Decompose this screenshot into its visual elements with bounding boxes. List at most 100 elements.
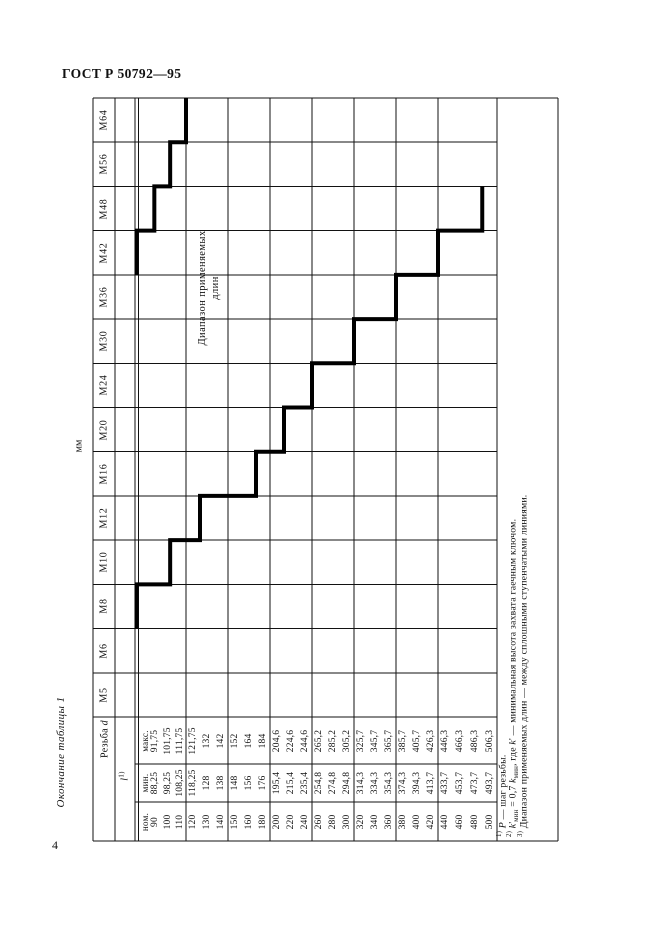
length-value-nom: 200: [272, 814, 282, 829]
length-value-max: 265,2: [314, 729, 324, 752]
length-value-nom: 500: [484, 814, 495, 829]
thread-size-label: М16: [98, 463, 110, 485]
length-value-max: 486,3: [469, 729, 480, 752]
length-value-nom: 280: [328, 814, 338, 829]
step-line-min-length: [134, 98, 188, 275]
length-value-min: 374,3: [398, 771, 408, 795]
length-subrow-label: мин.: [139, 773, 150, 793]
length-value-nom: 360: [384, 814, 394, 829]
length-value-min: 394,3: [412, 771, 422, 795]
range-of-lengths-label: Диапазон применяемых длин: [196, 230, 221, 346]
length-value-min: 176: [258, 775, 268, 791]
length-value-min: 334,3: [370, 771, 380, 795]
length-value-min: 314,3: [356, 771, 366, 795]
thread-size-label: М20: [98, 419, 110, 441]
length-value-nom: 340: [370, 814, 380, 829]
length-value-min: 294,8: [342, 771, 352, 795]
length-value-max: 325,7: [356, 729, 366, 752]
length-value-min: 413,7: [426, 771, 436, 795]
length-value-nom: 150: [230, 814, 240, 829]
length-value-max: 101,75: [162, 726, 173, 755]
thread-size-label: М6: [98, 643, 110, 659]
length-value-min: 148: [230, 775, 240, 791]
thread-size-label: М64: [98, 109, 110, 131]
length-column-header: l1): [116, 771, 131, 781]
length-value-nom: 320: [356, 814, 366, 829]
length-value-nom: 130: [202, 814, 212, 829]
length-value-nom: 220: [286, 814, 296, 829]
length-value-max: 111,75: [174, 727, 185, 754]
length-value-max: 466,3: [455, 729, 466, 752]
length-value-nom: 240: [300, 814, 310, 829]
length-value-nom: 100: [162, 814, 173, 829]
footnote-3: 3) Диапазон применяемых длин — между спл…: [517, 494, 530, 837]
length-value-nom: 260: [314, 814, 324, 829]
thread-size-label: М30: [98, 330, 110, 352]
length-value-nom: 440: [440, 814, 451, 829]
length-value-min: 156: [244, 775, 254, 791]
length-value-nom: 180: [258, 814, 268, 829]
length-value-nom: 140: [216, 814, 226, 829]
length-value-min: 195,4: [272, 771, 282, 795]
length-value-nom: 480: [469, 814, 480, 829]
thread-size-label: М48: [98, 198, 110, 220]
length-value-nom: 420: [426, 814, 436, 829]
length-value-min: 493,7: [484, 771, 495, 795]
length-value-min: 453,7: [455, 771, 466, 795]
length-value-max: 132: [202, 733, 212, 748]
length-value-max: 142: [216, 733, 226, 748]
page-number: 4: [52, 838, 58, 852]
length-value-max: 204,6: [272, 729, 282, 752]
length-value-max: 152: [230, 733, 240, 748]
length-value-max: 365,7: [384, 729, 394, 752]
thread-size-label: М36: [98, 286, 110, 308]
thread-size-label: М24: [98, 374, 110, 396]
length-value-min: 138: [216, 775, 226, 791]
length-value-min: 108,25: [174, 769, 185, 797]
length-value-max: 426,3: [426, 729, 436, 752]
length-value-min: 215,4: [286, 771, 296, 795]
length-value-nom: 110: [174, 814, 185, 829]
length-value-max: 305,2: [342, 729, 352, 752]
length-value-nom: 380: [398, 814, 408, 829]
length-value-min: 473,7: [469, 771, 480, 795]
length-value-max: 285,2: [328, 729, 338, 752]
length-value-max: 184: [258, 733, 268, 748]
length-value-min: 354,3: [384, 771, 394, 795]
thread-size-label: М8: [98, 598, 110, 615]
length-value-min: 128: [202, 775, 212, 791]
length-value-nom: 400: [412, 814, 422, 829]
length-value-max: 91,75: [150, 729, 161, 752]
length-value-min: 98,25: [162, 771, 173, 795]
length-value-max: 244,6: [300, 729, 310, 752]
length-value-max: 164: [244, 733, 254, 748]
thread-size-label: М12: [98, 507, 110, 529]
length-value-max: 506,3: [484, 729, 495, 752]
length-value-min: 235,4: [300, 771, 310, 795]
length-value-max: 405,7: [412, 729, 422, 752]
length-value-nom: 300: [342, 814, 352, 829]
length-value-nom: 120: [188, 814, 198, 829]
length-subrow-label: ном.: [139, 812, 150, 831]
length-value-max: 446,3: [440, 729, 451, 752]
length-value-min: 254,8: [314, 771, 324, 795]
length-value-nom: 90: [150, 816, 161, 827]
length-subrow-label: макс.: [139, 729, 150, 752]
thread-column-header: Резьба d: [99, 720, 110, 758]
length-value-max: 121,75: [188, 726, 198, 755]
thread-size-label: М5: [98, 687, 110, 703]
length-value-min: 88,25: [150, 771, 161, 795]
thread-size-label: М42: [98, 242, 110, 264]
length-value-max: 224,6: [286, 729, 296, 752]
length-value-max: 385,7: [398, 729, 408, 752]
step-line-max-length: [134, 186, 485, 629]
length-value-min: 433,7: [440, 771, 451, 795]
doc-header-title: ГОСТ Р 50792—95: [62, 66, 182, 81]
length-value-max: 345,7: [370, 729, 380, 752]
thread-size-label: М56: [98, 153, 110, 175]
length-value-min: 118,25: [188, 769, 198, 797]
length-value-nom: 160: [244, 814, 254, 829]
thread-size-label: М10: [98, 551, 110, 573]
